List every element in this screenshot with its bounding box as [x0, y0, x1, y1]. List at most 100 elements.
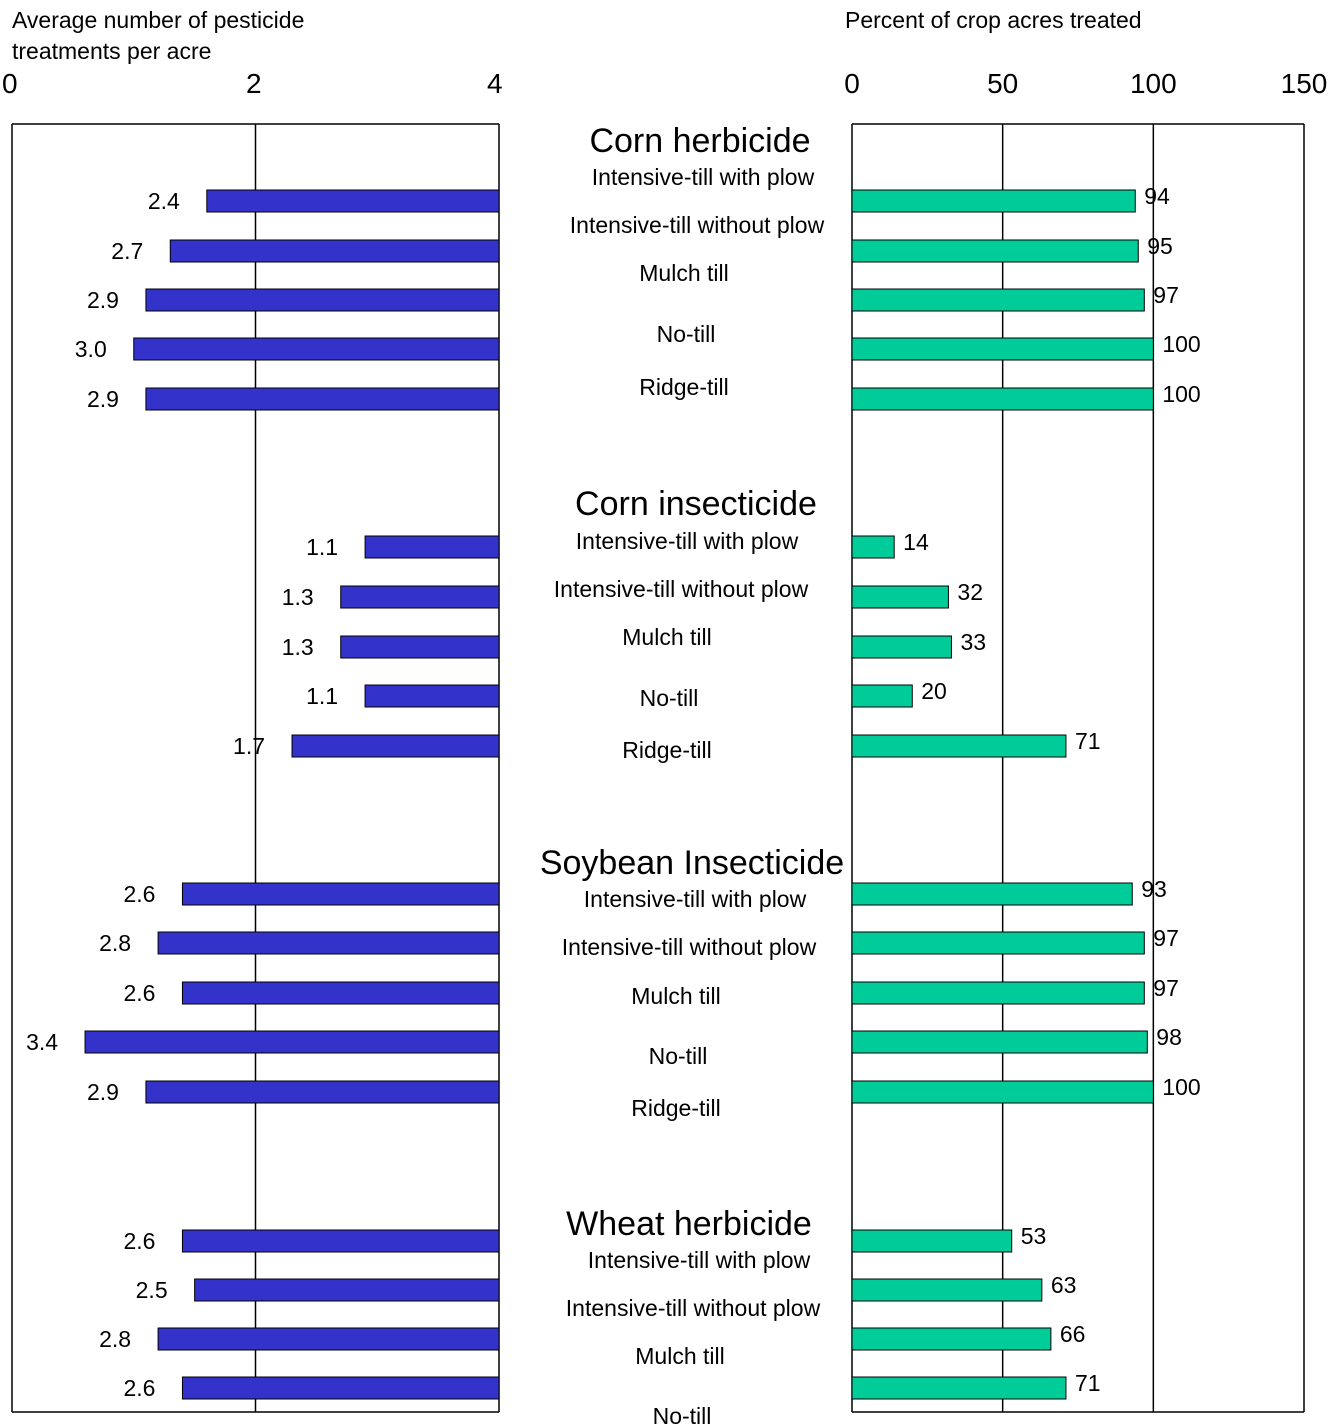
right-value-label: 63 — [1051, 1272, 1077, 1298]
right-tick-label: 0 — [844, 68, 860, 99]
group-title: Corn insecticide — [575, 485, 817, 523]
category-label: No-till — [653, 1403, 712, 1426]
left-value-label: 3.0 — [75, 336, 107, 362]
right-bar — [851, 635, 952, 659]
group-title: Wheat herbicide — [566, 1205, 812, 1243]
category-label: Intensive-till without plow — [562, 934, 817, 960]
category-label: Mulch till — [635, 1343, 724, 1369]
right-tick-label: 100 — [1130, 68, 1177, 99]
right-panel: Percent of crop acres treated 0 50 100 150 … — [844, 7, 1327, 1413]
center-labels: Corn herbicide Intensive-till with plow In… — [540, 122, 844, 1426]
left-bar — [169, 239, 500, 263]
right-value-label: 97 — [1153, 925, 1179, 951]
right-bar — [851, 387, 1154, 411]
right-bar — [851, 535, 895, 559]
right-bar — [851, 981, 1145, 1005]
right-bar — [851, 189, 1136, 213]
right-bar — [851, 1080, 1154, 1104]
right-bar — [851, 288, 1145, 312]
right-tick-label: 50 — [987, 68, 1018, 99]
category-label: Ridge-till — [622, 737, 711, 763]
left-bar — [157, 1327, 500, 1351]
left-value-label: 2.6 — [123, 881, 155, 907]
left-bar — [145, 288, 500, 312]
category-label: Intensive-till with plow — [576, 528, 799, 554]
category-label: Ridge-till — [639, 374, 728, 400]
right-value-label: 94 — [1144, 183, 1170, 209]
right-value-label: 97 — [1153, 282, 1179, 308]
left-bar — [206, 189, 500, 213]
right-value-label: 14 — [903, 529, 929, 555]
right-value-label: 32 — [957, 579, 983, 605]
left-value-label: 2.8 — [99, 930, 131, 956]
left-bar — [84, 1030, 500, 1054]
category-label: Mulch till — [622, 624, 711, 650]
left-bar — [340, 635, 500, 659]
category-label: Ridge-till — [631, 1095, 720, 1121]
left-bar — [291, 734, 500, 758]
right-bar — [851, 1327, 1052, 1351]
left-bar — [194, 1278, 500, 1302]
right-value-label: 100 — [1162, 381, 1200, 407]
left-bar — [340, 585, 500, 609]
right-bar — [851, 1030, 1148, 1054]
left-bar — [181, 882, 500, 906]
right-value-label: 53 — [1021, 1223, 1047, 1249]
left-bar — [181, 981, 500, 1005]
left-value-label: 3.4 — [26, 1029, 58, 1055]
left-bar — [133, 337, 500, 361]
group-title: Corn herbicide — [589, 122, 810, 160]
left-bar — [157, 931, 500, 955]
right-bar — [851, 337, 1154, 361]
category-label: Intensive-till with plow — [584, 886, 807, 912]
left-value-label: 2.9 — [87, 1079, 119, 1105]
left-value-label: 2.9 — [87, 287, 119, 313]
left-axis-title-line2: treatments per acre — [12, 38, 211, 64]
right-bar — [851, 239, 1139, 263]
left-bar — [181, 1376, 500, 1400]
right-value-label: 97 — [1153, 975, 1179, 1001]
left-tick-label: 4 — [487, 68, 503, 99]
right-value-label: 20 — [921, 678, 947, 704]
right-value-label: 93 — [1141, 876, 1167, 902]
left-value-label: 2.6 — [123, 980, 155, 1006]
left-bar — [181, 1229, 500, 1253]
left-bar — [145, 387, 500, 411]
category-label: Intensive-till with plow — [588, 1247, 811, 1273]
category-label: No-till — [640, 685, 699, 711]
left-tick-label: 2 — [246, 68, 262, 99]
right-value-label: 33 — [960, 629, 986, 655]
right-value-label: 66 — [1060, 1321, 1086, 1347]
right-value-label: 71 — [1075, 728, 1101, 754]
right-value-label: 100 — [1162, 331, 1200, 357]
left-axis-title-line1: Average number of pesticide — [12, 7, 304, 33]
left-value-label: 1.7 — [233, 733, 265, 759]
category-label: No-till — [649, 1043, 708, 1069]
right-bar — [851, 1376, 1067, 1400]
left-value-label: 1.1 — [306, 534, 338, 560]
right-bar — [851, 882, 1133, 906]
group-title: Soybean Insecticide — [540, 844, 844, 882]
right-bar — [851, 1278, 1043, 1302]
left-value-label: 1.3 — [282, 634, 314, 660]
left-value-label: 2.8 — [99, 1326, 131, 1352]
left-bar — [145, 1080, 500, 1104]
category-label: Intensive-till with plow — [592, 164, 815, 190]
left-panel: Average number of pesticide treatments p… — [2, 7, 503, 1413]
category-label: Intensive-till without plow — [566, 1295, 821, 1321]
left-value-label: 1.3 — [282, 584, 314, 610]
left-value-label: 2.6 — [123, 1228, 155, 1254]
right-axis-title: Percent of crop acres treated — [845, 7, 1142, 33]
right-value-label: 100 — [1162, 1074, 1200, 1100]
right-bar — [851, 734, 1067, 758]
left-value-label: 2.7 — [111, 238, 143, 264]
right-bar — [851, 931, 1145, 955]
category-label: Mulch till — [639, 260, 728, 286]
right-value-label: 71 — [1075, 1370, 1101, 1396]
right-bar — [851, 684, 913, 708]
category-label: Intensive-till without plow — [570, 212, 825, 238]
category-label: No-till — [657, 321, 716, 347]
right-bar — [851, 585, 949, 609]
category-label: Mulch till — [631, 983, 720, 1009]
